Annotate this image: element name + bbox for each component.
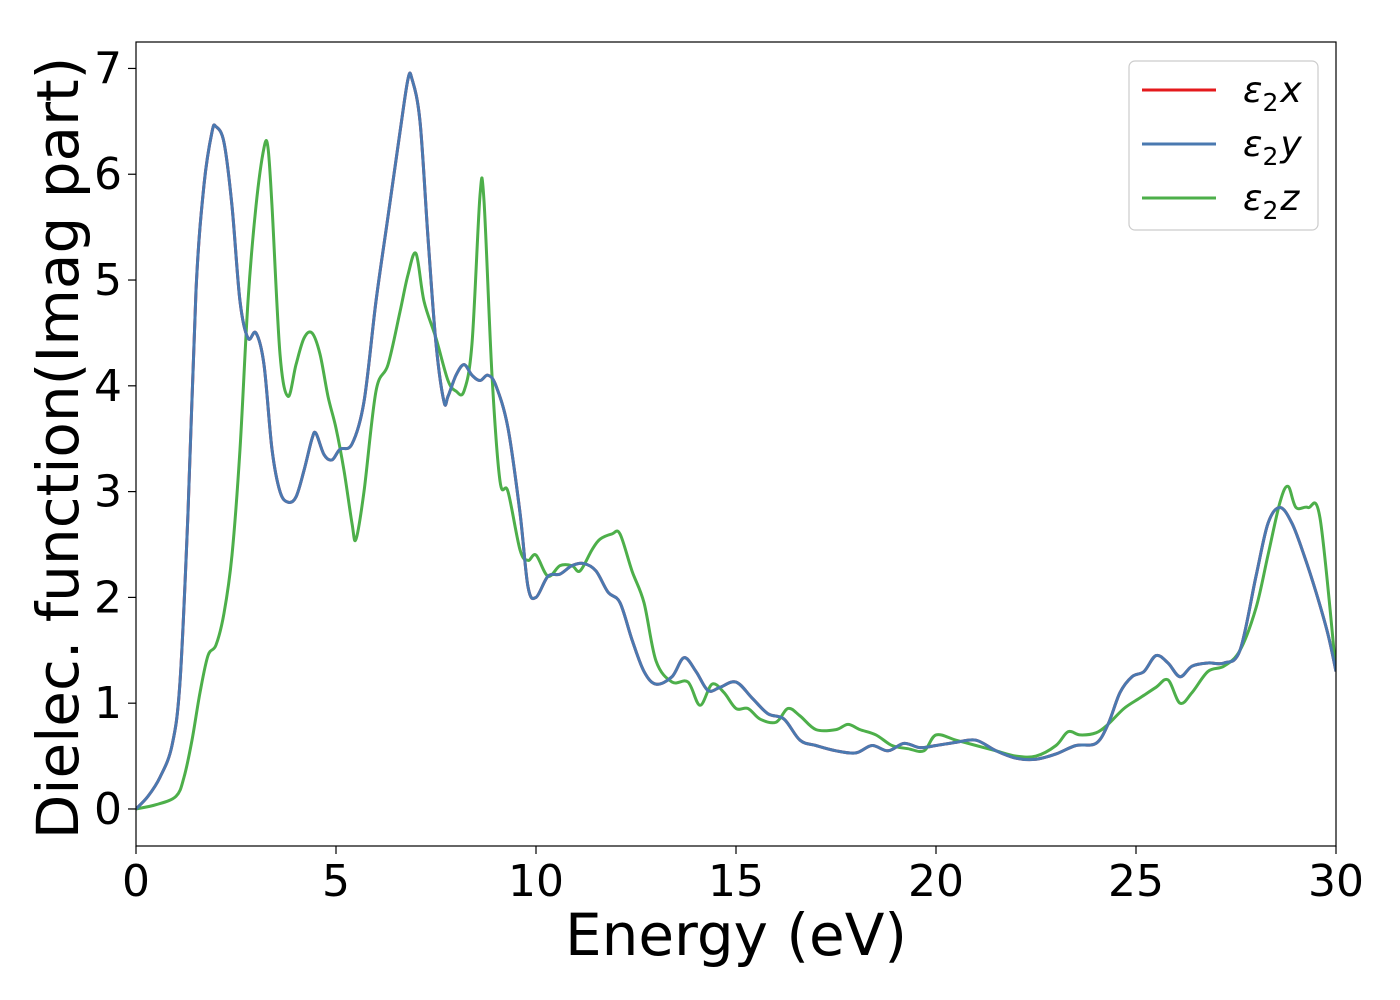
y-tick-label: 3 [94,467,122,518]
legend-box [1128,60,1319,231]
y-tick-label: 7 [94,43,122,94]
x-tick-label: 15 [708,856,764,907]
series-line-z [136,139,1336,811]
x-tick-label: 20 [908,856,964,907]
x-tick-label: 0 [122,856,150,907]
x-tick-label: 10 [508,856,564,907]
x-axis-title: Energy (eV) [565,901,907,969]
x-axis: 0 5 10 15 20 25 30 [122,846,1364,907]
legend: ε2x ε2y ε2z [1128,60,1319,231]
series-layer [136,71,1336,811]
y-axis-title: Dielec. function(Imag part) [24,57,92,840]
series-line-y [136,71,1336,811]
y-tick-label: 6 [94,149,122,200]
y-tick-label: 0 [94,784,122,835]
x-tick-label: 5 [322,856,350,907]
x-tick-label: 30 [1308,856,1364,907]
y-tick-label: 2 [94,572,122,623]
y-tick-label: 4 [94,361,122,412]
legend-label-x: ε2x [1243,70,1302,117]
y-axis: 0 1 2 3 4 5 6 7 [94,43,136,835]
legend-label-z: ε2z [1243,178,1300,225]
x-tick-label: 25 [1108,856,1164,907]
y-tick-label: 1 [94,678,122,729]
y-tick-label: 5 [94,255,122,306]
legend-label-y: ε2y [1243,124,1302,171]
